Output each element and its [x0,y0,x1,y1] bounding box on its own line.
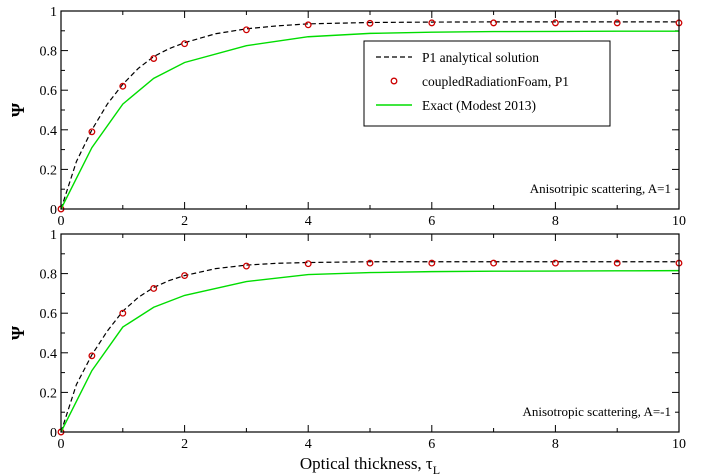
scattering-annotation: Anisotripic scattering, A=1 [530,181,671,196]
legend-label: coupledRadiationFoam, P1 [422,74,569,89]
legend-label: Exact (Modest 2013) [422,98,536,113]
data-marker [428,19,436,27]
y-tick-label: 1 [50,228,57,243]
data-marker [88,352,96,360]
x-axis-label: Optical thickness, τL [300,454,440,475]
panel-bottom: 0 2 4 6 8 10 0 0.2 0.4 0.6 0.8 1 Ψ Anisotropic scatte… [8,228,686,452]
y-axis-label: Ψ [8,103,28,117]
x-tick-label: 0 [58,214,65,229]
y-tick-label: 0.4 [40,347,58,362]
x-tick-label: 6 [428,214,435,229]
legend-box [363,40,611,127]
y-tick-label: 0.6 [40,307,58,322]
panel-top: 0 2 4 6 8 10 0 0.2 0.4 0.6 0.8 1 Ψ Anisotripic scatte… [8,5,686,229]
data-marker [613,259,621,267]
y-tick-label: 0.2 [40,386,58,401]
x-tick-label: 4 [305,437,312,452]
x-tick-label: 8 [552,214,559,229]
data-marker [366,19,374,27]
y-tick-label: 0.6 [40,84,58,99]
x-tick-label: 8 [552,437,559,452]
data-marker [181,272,189,280]
data-marker [366,259,374,267]
y-tick-label: 0.8 [40,268,58,283]
exact-solution-line [60,269,680,433]
data-marker [304,260,312,268]
y-tick-label: 0 [50,426,57,441]
y-axis-label: Ψ [8,326,28,340]
legend-label: P1 analytical solution [422,50,539,65]
x-tick-label: 4 [305,214,312,229]
data-marker [119,82,127,90]
data-marker [490,19,498,27]
legend-marker [390,77,398,85]
x-axis-label-subscript: L [433,463,440,475]
data-marker [551,259,559,267]
data-marker [150,55,158,62]
p1-analytical-line [60,261,679,433]
x-tick-label: 10 [672,214,686,229]
data-marker [490,259,498,267]
plot-frame [60,233,680,433]
data-marker [150,285,158,292]
scattering-annotation: Anisotropic scattering, A=-1 [523,404,672,419]
exact-solution-line [60,30,679,210]
x-tick-label: 0 [58,437,65,452]
data-marker [88,128,96,136]
data-marker [428,259,436,267]
data-marker [551,19,559,27]
y-tick-label: 0.8 [40,45,58,60]
data-marker [242,26,250,34]
p1-analytical-line [60,21,679,210]
data-marker [613,19,621,27]
data-marker [181,40,189,48]
data-marker [119,309,127,317]
data-marker [242,262,250,270]
y-tick-label: 0 [50,203,57,218]
y-tick-label: 1 [50,5,57,20]
x-tick-label: 10 [672,437,686,452]
plot-frame [60,10,680,210]
x-axis-label-main: Optical thickness, τ [300,454,433,473]
x-tick-label: 6 [428,437,435,452]
x-tick-label: 2 [181,214,188,229]
data-marker [304,21,312,29]
x-tick-label: 2 [181,437,188,452]
y-tick-label: 0.4 [40,124,58,139]
legend: P1 analytical solution coupledRadiationFo… [363,40,611,127]
y-tick-label: 0.2 [40,163,58,178]
